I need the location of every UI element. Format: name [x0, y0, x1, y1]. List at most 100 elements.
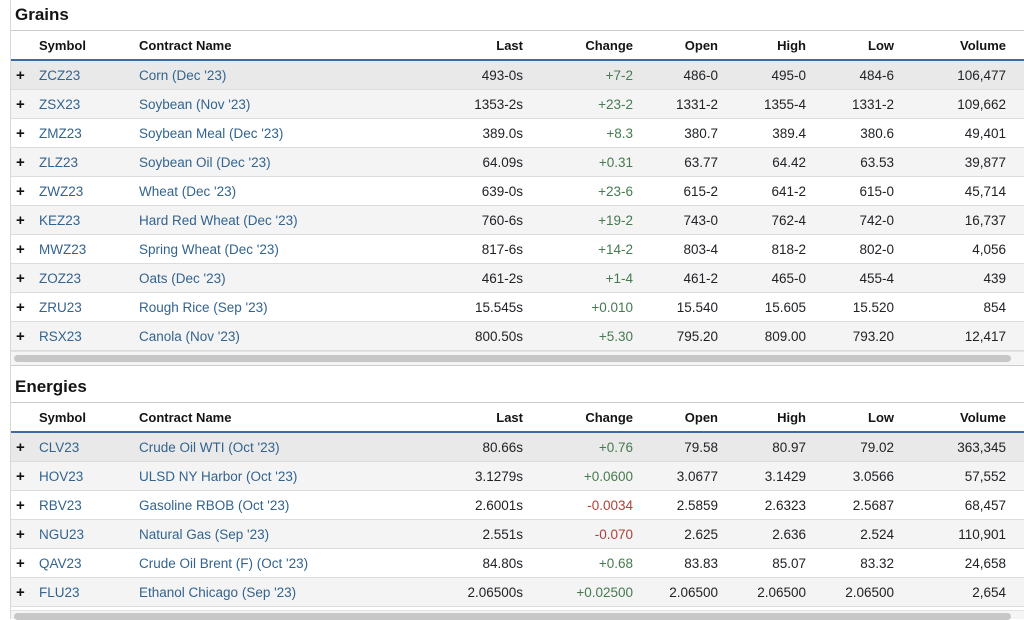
volume-cell: 2,654	[894, 577, 1006, 607]
section-grains: Grains Symbol Contract Name Last Change …	[11, 0, 1024, 366]
symbol-link[interactable]: ZRU23	[39, 299, 82, 315]
expand-row-icon[interactable]: +	[16, 327, 25, 345]
table-row: + CLV23 Crude Oil WTI (Oct '23) 80.66s +…	[11, 432, 1024, 462]
open-cell: 461-2	[633, 263, 718, 293]
contract-name-link[interactable]: Oats (Dec '23)	[139, 270, 226, 286]
expand-row-icon[interactable]: +	[16, 438, 25, 456]
last-cell: 64.09s	[421, 147, 523, 177]
expand-row-icon[interactable]: +	[16, 66, 25, 84]
high-cell: 15.605	[718, 292, 806, 322]
contract-name-link[interactable]: Rough Rice (Sep '23)	[139, 299, 268, 315]
spacer-cell	[1006, 89, 1024, 119]
symbol-link[interactable]: ZOZ23	[39, 270, 82, 286]
volume-cell: 39,877	[894, 147, 1006, 177]
spacer-cell	[1006, 118, 1024, 148]
low-cell: 742-0	[806, 205, 894, 235]
last-cell: 2.6001s	[421, 490, 523, 520]
low-cell: 455-4	[806, 263, 894, 293]
contract-name-link[interactable]: Canola (Nov '23)	[139, 328, 240, 344]
change-cell: +14-2	[523, 234, 633, 264]
column-header-symbol: Symbol	[39, 31, 139, 61]
table-row: + ZRU23 Rough Rice (Sep '23) 15.545s +0.…	[11, 292, 1024, 322]
expand-row-icon[interactable]: +	[16, 554, 25, 572]
expand-row-icon[interactable]: +	[16, 211, 25, 229]
low-cell: 484-6	[806, 60, 894, 90]
expand-row-icon[interactable]: +	[16, 153, 25, 171]
symbol-link[interactable]: ZSX23	[39, 96, 81, 112]
energies-table: Symbol Contract Name Last Change Open Hi…	[11, 403, 1024, 607]
expand-row-icon[interactable]: +	[16, 124, 25, 142]
symbol-link[interactable]: KEZ23	[39, 212, 81, 228]
low-cell: 2.06500	[806, 577, 894, 607]
contract-name-link[interactable]: Crude Oil WTI (Oct '23)	[139, 439, 280, 455]
column-header-high: High	[718, 403, 806, 433]
energies-scrollbar-thumb[interactable]	[14, 613, 1011, 620]
table-row: + RSX23 Canola (Nov '23) 800.50s +5.30 7…	[11, 321, 1024, 351]
volume-cell: 45,714	[894, 176, 1006, 206]
symbol-link[interactable]: ZCZ23	[39, 67, 81, 83]
contract-name-link[interactable]: Crude Oil Brent (F) (Oct '23)	[139, 555, 309, 571]
high-cell: 641-2	[718, 176, 806, 206]
symbol-link[interactable]: NGU23	[39, 526, 85, 542]
expand-row-icon[interactable]: +	[16, 182, 25, 200]
grains-scrollbar-thumb[interactable]	[14, 355, 1011, 362]
spacer-cell	[1006, 519, 1024, 549]
expand-row-icon[interactable]: +	[16, 467, 25, 485]
contract-name-link[interactable]: Spring Wheat (Dec '23)	[139, 241, 279, 257]
high-cell: 762-4	[718, 205, 806, 235]
spacer-cell	[1006, 461, 1024, 491]
energies-horizontal-scrollbar[interactable]	[11, 610, 1024, 620]
grains-column-header-row: Symbol Contract Name Last Change Open Hi…	[11, 31, 1024, 61]
contract-name-link[interactable]: Soybean Meal (Dec '23)	[139, 125, 284, 141]
column-header-expand	[11, 31, 39, 61]
symbol-link[interactable]: CLV23	[39, 439, 80, 455]
expand-row-icon[interactable]: +	[16, 240, 25, 258]
expand-row-icon[interactable]: +	[16, 525, 25, 543]
table-row: + MWZ23 Spring Wheat (Dec '23) 817-6s +1…	[11, 234, 1024, 264]
table-row: + HOV23 ULSD NY Harbor (Oct '23) 3.1279s…	[11, 461, 1024, 491]
symbol-link[interactable]: FLU23	[39, 584, 80, 600]
column-header-open: Open	[633, 403, 718, 433]
open-cell: 15.540	[633, 292, 718, 322]
column-header-contract-name: Contract Name	[139, 403, 421, 433]
contract-name-link[interactable]: Gasoline RBOB (Oct '23)	[139, 497, 290, 513]
expand-row-icon[interactable]: +	[16, 269, 25, 287]
high-cell: 818-2	[718, 234, 806, 264]
contract-name-link[interactable]: Soybean Oil (Dec '23)	[139, 154, 271, 170]
contract-name-link[interactable]: Hard Red Wheat (Dec '23)	[139, 212, 298, 228]
contract-name-link[interactable]: Natural Gas (Sep '23)	[139, 526, 270, 542]
high-cell: 389.4	[718, 118, 806, 148]
contract-name-link[interactable]: ULSD NY Harbor (Oct '23)	[139, 468, 298, 484]
table-row: + ZOZ23 Oats (Dec '23) 461-2s +1-4 461-2…	[11, 263, 1024, 293]
expand-row-icon[interactable]: +	[16, 496, 25, 514]
low-cell: 3.0566	[806, 461, 894, 491]
change-cell: -0.070	[523, 519, 633, 549]
grains-horizontal-scrollbar[interactable]	[11, 351, 1024, 366]
symbol-link[interactable]: ZWZ23	[39, 183, 84, 199]
expand-row-icon[interactable]: +	[16, 583, 25, 601]
change-cell: +1-4	[523, 263, 633, 293]
contract-name-link[interactable]: Wheat (Dec '23)	[139, 183, 237, 199]
symbol-link[interactable]: MWZ23	[39, 241, 87, 257]
symbol-link[interactable]: ZMZ23	[39, 125, 82, 141]
contract-name-link[interactable]: Soybean (Nov '23)	[139, 96, 251, 112]
last-cell: 80.66s	[421, 432, 523, 462]
last-cell: 461-2s	[421, 263, 523, 293]
contract-name-link[interactable]: Ethanol Chicago (Sep '23)	[139, 584, 297, 600]
high-cell: 1355-4	[718, 89, 806, 119]
symbol-link[interactable]: QAV23	[39, 555, 82, 571]
symbol-link[interactable]: RBV23	[39, 497, 82, 513]
column-header-symbol: Symbol	[39, 403, 139, 433]
symbol-link[interactable]: HOV23	[39, 468, 84, 484]
open-cell: 615-2	[633, 176, 718, 206]
change-cell: +19-2	[523, 205, 633, 235]
high-cell: 2.06500	[718, 577, 806, 607]
symbol-link[interactable]: ZLZ23	[39, 154, 79, 170]
expand-row-icon[interactable]: +	[16, 95, 25, 113]
symbol-link[interactable]: RSX23	[39, 328, 82, 344]
expand-row-icon[interactable]: +	[16, 298, 25, 316]
contract-name-link[interactable]: Corn (Dec '23)	[139, 67, 227, 83]
last-cell: 493-0s	[421, 60, 523, 90]
low-cell: 63.53	[806, 147, 894, 177]
volume-cell: 16,737	[894, 205, 1006, 235]
